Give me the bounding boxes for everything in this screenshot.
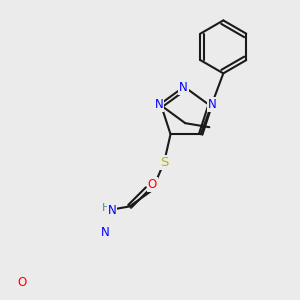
- Text: H: H: [102, 203, 111, 213]
- Text: N: N: [101, 226, 110, 239]
- Text: N: N: [179, 81, 188, 94]
- Text: O: O: [18, 277, 27, 290]
- Text: S: S: [160, 156, 168, 169]
- Text: N: N: [108, 204, 116, 217]
- Text: N: N: [208, 98, 217, 111]
- Text: O: O: [148, 178, 157, 191]
- Text: N: N: [154, 98, 163, 111]
